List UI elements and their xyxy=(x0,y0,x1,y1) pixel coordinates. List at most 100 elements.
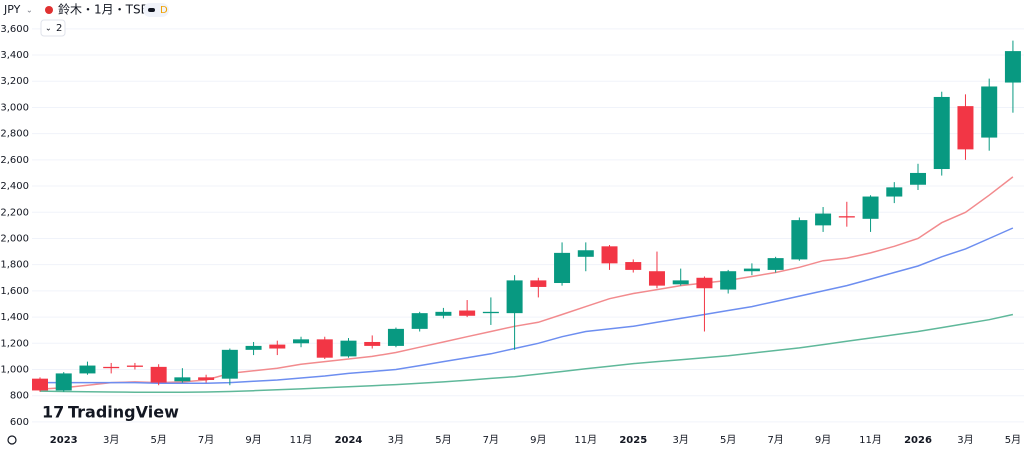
y-tick-label: 600 xyxy=(10,417,29,428)
indicator-toggle[interactable] xyxy=(40,19,66,37)
candle-body xyxy=(411,313,428,329)
y-tick-label: 3,200 xyxy=(0,76,29,87)
candle-body xyxy=(269,344,286,349)
x-tick-label: 3月 xyxy=(957,434,973,446)
candles xyxy=(32,40,1021,392)
candle-body xyxy=(886,187,903,197)
candle-body xyxy=(696,277,713,289)
candle-body xyxy=(530,280,547,287)
settings-icon[interactable] xyxy=(7,435,17,445)
x-tick-label: 9月 xyxy=(530,434,546,446)
badge-bg xyxy=(143,3,169,17)
moving-averages xyxy=(39,176,1014,394)
x-tick-label: 7月 xyxy=(198,434,214,446)
y-tick-label: 2,000 xyxy=(0,233,29,244)
candle-body xyxy=(364,341,381,346)
candle-body xyxy=(577,250,594,257)
x-tick-label: 5月 xyxy=(435,434,451,446)
x-tick-label: 3月 xyxy=(103,434,119,446)
candle-body xyxy=(459,310,476,316)
candle-body xyxy=(340,340,357,357)
y-tick-label: 1,800 xyxy=(0,260,29,271)
ma-line xyxy=(40,227,1014,384)
ma-line xyxy=(39,176,1014,390)
candle-body xyxy=(198,377,215,380)
x-tick-label: 2025 xyxy=(619,435,647,446)
x-tick-label: 9月 xyxy=(245,434,261,446)
interval-badge[interactable]: D xyxy=(160,5,168,16)
candle-body xyxy=(601,246,618,264)
badge-dash xyxy=(148,8,155,12)
y-tick-label: 800 xyxy=(10,391,29,402)
candle-body xyxy=(55,373,72,391)
y-tick-label: 1,600 xyxy=(0,286,29,297)
candle-body xyxy=(838,216,855,218)
candle-body xyxy=(1004,51,1021,83)
candle-body xyxy=(316,339,333,358)
candle-body xyxy=(79,365,96,374)
candle-body xyxy=(435,311,452,316)
candle-body xyxy=(32,378,48,391)
candle-body xyxy=(482,311,499,314)
candle-body xyxy=(815,213,832,226)
candle-body xyxy=(910,172,927,185)
y-tick-label: 2,200 xyxy=(0,207,29,218)
candle-body xyxy=(625,262,642,270)
y-tick-label: 2,400 xyxy=(0,181,29,192)
y-tick-label: 1,200 xyxy=(0,338,29,349)
x-tick-label: 9月 xyxy=(815,434,831,446)
x-tick-label: 11月 xyxy=(574,434,597,446)
y-tick-label: 2,600 xyxy=(0,155,29,166)
x-tick-label: 3月 xyxy=(673,434,689,446)
symbol-logo xyxy=(45,6,53,14)
symbol-title[interactable]: 鈴木・1月・TSE xyxy=(58,2,148,17)
candle-body xyxy=(720,271,737,290)
candle-body xyxy=(767,258,784,270)
ma-line xyxy=(39,313,1014,394)
candle-body xyxy=(791,220,808,260)
candle-body xyxy=(103,366,120,369)
candle-body xyxy=(957,106,974,150)
candle-body xyxy=(506,280,523,314)
y-tick-label: 1,400 xyxy=(0,312,29,323)
candle-body xyxy=(387,328,404,346)
candle-body xyxy=(174,377,191,382)
grid xyxy=(32,28,1024,423)
candle-body xyxy=(221,349,238,379)
candle-body xyxy=(150,366,167,383)
indicator-caret: ⌄ xyxy=(45,24,52,33)
y-tick-label: 2,800 xyxy=(0,129,29,140)
axes: 600 800 1,000 1,200 1,400 1,600 1,800 2,000 2,20… xyxy=(0,24,1021,446)
watermark: TradingView xyxy=(68,403,179,422)
candle-body xyxy=(648,271,665,286)
x-tick-label: 5月 xyxy=(1005,434,1021,446)
x-tick-label: 11月 xyxy=(290,434,313,446)
currency-label[interactable]: JPY xyxy=(3,3,21,16)
candle-body xyxy=(981,86,998,138)
candle-body xyxy=(743,268,760,272)
x-tick-label: 11月 xyxy=(859,434,882,446)
x-tick-label: 5月 xyxy=(150,434,166,446)
currency-caret[interactable]: ⌄ xyxy=(26,6,33,15)
y-tick-label: 3,000 xyxy=(0,102,29,113)
x-tick-label: 7月 xyxy=(767,434,783,446)
x-tick-label: 7月 xyxy=(483,434,499,446)
watermark-logo: 17 xyxy=(42,403,64,422)
candle-body xyxy=(862,196,879,219)
x-tick-label: 3月 xyxy=(388,434,404,446)
candle-body xyxy=(293,339,310,344)
x-tick-label: 2026 xyxy=(904,435,932,446)
x-tick-label: 2024 xyxy=(335,435,363,446)
x-tick-label: 5月 xyxy=(720,434,736,446)
candle-body xyxy=(933,96,950,170)
y-tick-label: 1,000 xyxy=(0,364,29,375)
candle-body xyxy=(245,345,262,350)
y-tick-label: 3,400 xyxy=(0,50,29,61)
candle-body xyxy=(672,280,689,285)
y-tick-label: 3,600 xyxy=(0,24,29,35)
indicator-count[interactable]: 2 xyxy=(56,23,62,34)
candle-body xyxy=(126,365,143,367)
x-tick-label: 2023 xyxy=(50,435,78,446)
